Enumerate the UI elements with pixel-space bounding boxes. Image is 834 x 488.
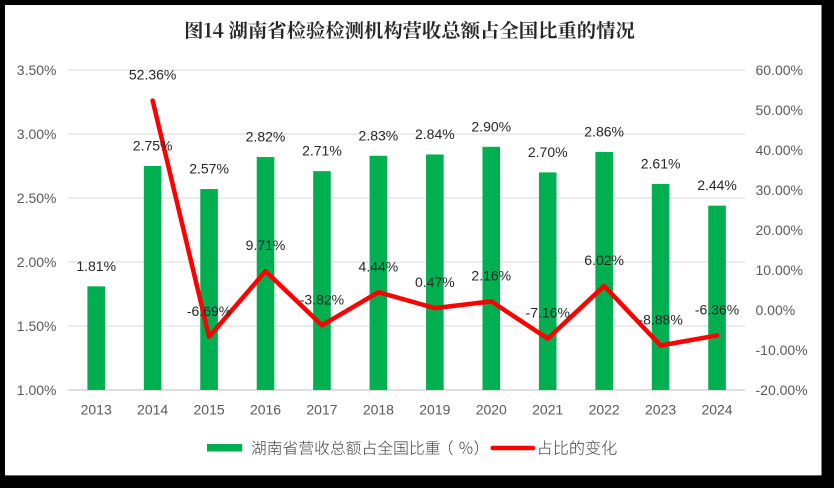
svg-text:2020: 2020 [476, 402, 507, 418]
svg-text:6.02%: 6.02% [584, 252, 624, 268]
svg-text:2.16%: 2.16% [471, 267, 511, 283]
svg-text:20.00%: 20.00% [756, 222, 803, 238]
svg-text:4.44%: 4.44% [359, 258, 399, 274]
svg-text:2.82%: 2.82% [246, 129, 286, 145]
svg-text:2023: 2023 [645, 402, 676, 418]
svg-text:-8.88%: -8.88% [638, 312, 682, 328]
svg-text:2.44%: 2.44% [697, 177, 737, 193]
svg-text:40.00%: 40.00% [756, 142, 803, 158]
svg-text:2024: 2024 [701, 402, 732, 418]
svg-text:-20.00%: -20.00% [756, 382, 808, 398]
svg-text:52.36%: 52.36% [129, 67, 176, 83]
svg-text:2014: 2014 [137, 402, 168, 418]
svg-text:-10.00%: -10.00% [756, 342, 808, 358]
svg-text:50.00%: 50.00% [756, 102, 803, 118]
svg-text:1.50%: 1.50% [17, 318, 57, 334]
svg-text:2.90%: 2.90% [471, 118, 511, 134]
svg-text:2.57%: 2.57% [189, 161, 229, 177]
svg-text:10.00%: 10.00% [756, 262, 803, 278]
svg-text:2.61%: 2.61% [641, 155, 681, 171]
svg-text:2021: 2021 [532, 402, 563, 418]
svg-text:0.47%: 0.47% [415, 274, 455, 290]
svg-text:1.81%: 1.81% [76, 258, 116, 274]
svg-text:0.00%: 0.00% [756, 302, 796, 318]
svg-text:2.83%: 2.83% [359, 127, 399, 143]
svg-text:2.00%: 2.00% [17, 254, 57, 270]
svg-text:60.00%: 60.00% [756, 62, 803, 78]
svg-text:2.75%: 2.75% [133, 138, 173, 154]
svg-text:2.50%: 2.50% [17, 190, 57, 206]
svg-text:2.71%: 2.71% [302, 143, 342, 159]
svg-text:30.00%: 30.00% [756, 182, 803, 198]
svg-text:-6.36%: -6.36% [695, 301, 739, 317]
svg-text:2013: 2013 [81, 402, 112, 418]
svg-text:2016: 2016 [250, 402, 281, 418]
svg-text:2019: 2019 [419, 402, 450, 418]
svg-text:3.50%: 3.50% [17, 62, 57, 78]
svg-text:2017: 2017 [306, 402, 337, 418]
svg-text:2.70%: 2.70% [528, 144, 568, 160]
svg-text:1.00%: 1.00% [17, 382, 57, 398]
svg-text:9.71%: 9.71% [246, 237, 286, 253]
svg-text:2018: 2018 [363, 402, 394, 418]
svg-text:-3.82%: -3.82% [300, 291, 344, 307]
svg-text:3.00%: 3.00% [17, 126, 57, 142]
svg-text:2022: 2022 [589, 402, 620, 418]
svg-text:2.86%: 2.86% [584, 123, 624, 139]
svg-text:-6.69%: -6.69% [187, 303, 231, 319]
svg-text:-7.16%: -7.16% [526, 305, 570, 321]
svg-text:2.84%: 2.84% [415, 126, 455, 142]
svg-text:2015: 2015 [194, 402, 225, 418]
